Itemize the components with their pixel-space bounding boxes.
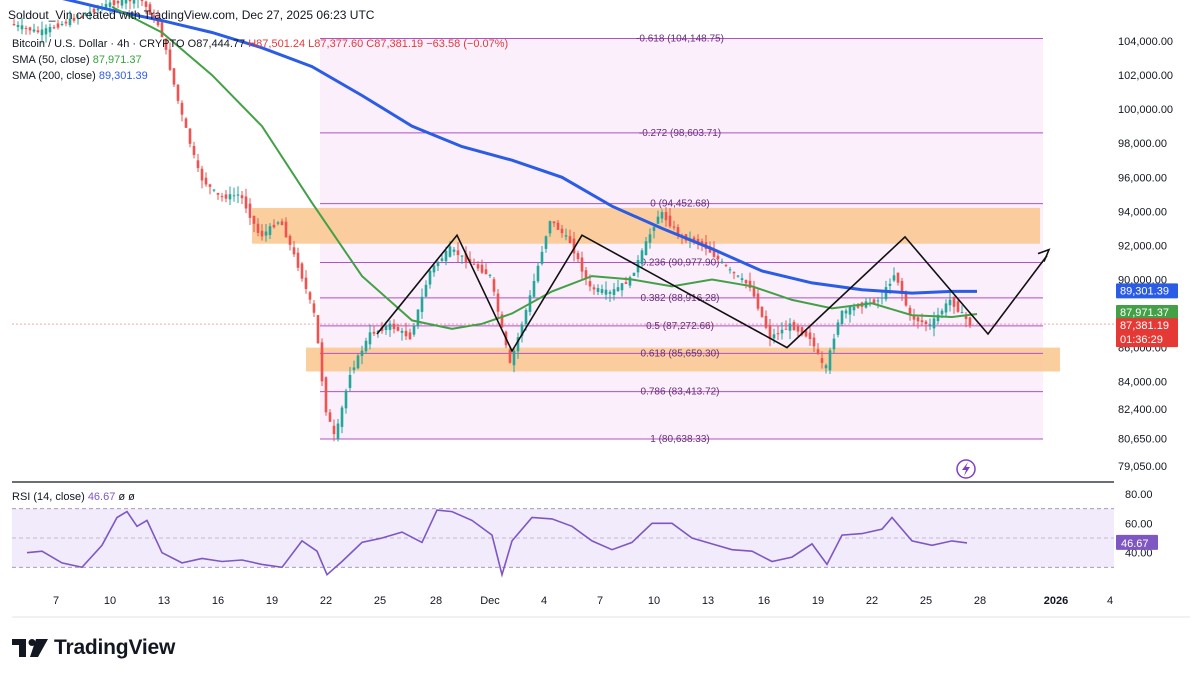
rsi-tick-0: 80.00 <box>1125 489 1153 501</box>
price-label-2: 87,381.19 <box>1120 320 1169 332</box>
price-tick-10: 84,000.00 <box>1118 377 1167 389</box>
price-label-box-0 <box>1116 283 1178 299</box>
price-label-box-3 <box>1116 332 1178 348</box>
rsi-line <box>26 509 968 578</box>
time-tick-10: 7 <box>597 595 603 607</box>
time-tick-1: 10 <box>104 595 116 607</box>
rsi-value-box <box>1116 534 1158 550</box>
ohlc-open: O87,444.77 <box>187 38 246 50</box>
price-tick-6: 92,000.00 <box>1118 240 1167 252</box>
projection-arrowhead <box>1037 248 1051 262</box>
time-tick-15: 22 <box>866 595 878 607</box>
price-tick-0: 104,000.00 <box>1118 36 1173 48</box>
time-tick-0: 7 <box>53 595 59 607</box>
price-label-1: 87,971.37 <box>1120 307 1169 319</box>
price-label-0: 89,301.39 <box>1120 285 1169 297</box>
price-tick-2: 100,000.00 <box>1118 104 1173 116</box>
brand-name: TradingView <box>54 636 176 659</box>
rsi-value: 46.67 <box>87 491 116 503</box>
time-tick-16: 25 <box>920 595 932 607</box>
chart-attribution: Soldout_Vin created with TradingView.com… <box>8 8 375 22</box>
ohlc-high: H87,501.24 <box>248 38 306 50</box>
rsi-label[interactable]: RSI (14, close) <box>12 491 85 503</box>
sma200-label[interactable]: SMA (200, close) <box>12 70 96 82</box>
fib-label-8: 1 (80,638.33) <box>650 434 710 445</box>
sma50-label[interactable]: SMA (50, close) <box>12 54 90 66</box>
time-tick-3: 16 <box>212 595 224 607</box>
price-label-box-2 <box>1116 318 1178 334</box>
time-tick-4: 19 <box>266 595 278 607</box>
time-tick-5: 22 <box>320 595 332 607</box>
fib-label-2: 0 (94,452.68) <box>650 199 710 210</box>
time-tick-7: 28 <box>430 595 442 607</box>
fib-label-1: -0.272 (98,603.71) <box>639 128 721 139</box>
time-tick-14: 19 <box>812 595 824 607</box>
symbol-label[interactable]: Bitcoin / U.S. Dollar · 4h · CRYPTO <box>12 38 185 50</box>
sma50-line <box>111 6 978 330</box>
tradingview-icon <box>12 639 48 657</box>
price-tick-4: 96,000.00 <box>1118 172 1167 184</box>
replay-icon <box>956 459 976 479</box>
price-label-box-1 <box>1116 305 1178 321</box>
price-tick-5: 94,000.00 <box>1118 206 1167 218</box>
fib-label-5: 0.5 (87,272.66) <box>646 321 714 332</box>
price-tick-13: 79,050.00 <box>1118 461 1167 473</box>
price-tick-1: 102,000.00 <box>1118 70 1173 82</box>
rsi-tick-2: 40.00 <box>1125 548 1153 560</box>
sma200-value: 89,301.39 <box>98 70 148 82</box>
tradingview-logo[interactable]: TradingView <box>12 636 175 660</box>
rsi-legend: RSI (14, close) 46.67 ø ø <box>12 491 135 503</box>
price-tick-11: 82,400.00 <box>1118 404 1167 416</box>
rsi-tick-1: 60.00 <box>1125 518 1153 530</box>
price-tick-12: 80,650.00 <box>1118 434 1167 446</box>
price-legend: Bitcoin / U.S. Dollar · 4h · CRYPTO O87,… <box>12 36 508 84</box>
rsi-value-label: 46.67 <box>1121 538 1149 550</box>
time-tick-18: 2026 <box>1044 595 1068 607</box>
rsi-extra: ø ø <box>118 491 135 503</box>
price-label-3: 01:36:29 <box>1120 334 1163 346</box>
fib-label-6: 0.618 (85,659.30) <box>641 348 720 359</box>
time-tick-19: 4 <box>1107 595 1113 607</box>
time-tick-6: 25 <box>374 595 386 607</box>
time-tick-9: 4 <box>541 595 547 607</box>
ohlc-change: −63.58 (−0.07%) <box>426 38 509 50</box>
candles <box>12 0 972 442</box>
time-tick-2: 13 <box>158 595 170 607</box>
sma200-line <box>62 0 977 295</box>
rsi-band <box>12 508 1114 568</box>
sma50-value: 87,971.37 <box>92 54 142 66</box>
time-tick-11: 10 <box>648 595 660 607</box>
time-tick-17: 28 <box>974 595 986 607</box>
fib-label-0: -0.618 (104,148.75) <box>636 33 724 44</box>
fib-label-7: 0.786 (83,413.72) <box>641 387 720 398</box>
ohlc-low: L87,377.60 <box>308 38 364 50</box>
time-tick-13: 16 <box>758 595 770 607</box>
fib-label-3: 0.236 (90,977.90) <box>641 257 720 268</box>
time-tick-8: Dec <box>480 595 500 607</box>
fib-label-4: 0.382 (88,916.28) <box>641 293 720 304</box>
time-tick-12: 13 <box>702 595 714 607</box>
price-tick-3: 98,000.00 <box>1118 138 1167 150</box>
pattern-projection-line <box>376 233 1048 353</box>
ohlc-close: C87,381.19 <box>366 38 424 50</box>
